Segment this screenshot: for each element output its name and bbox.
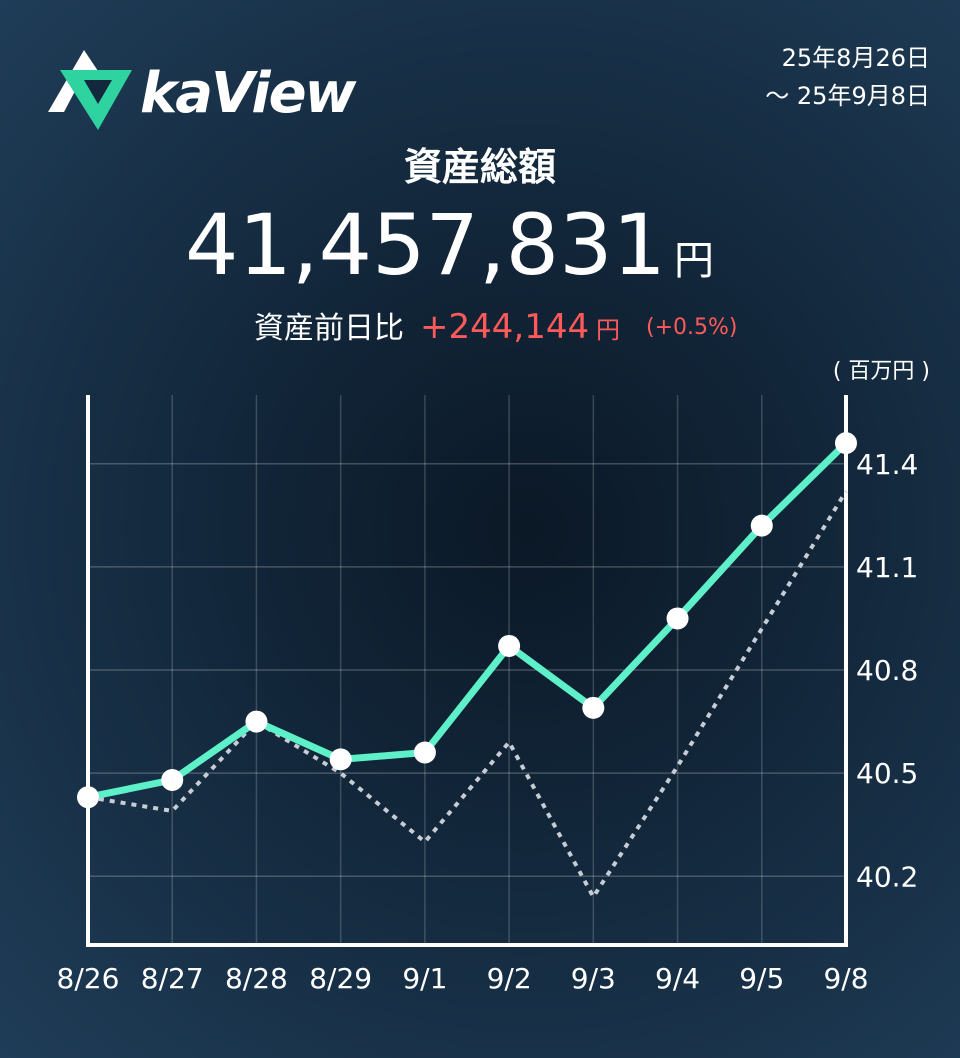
- data-point: [77, 786, 99, 809]
- data-point: [329, 748, 352, 771]
- change-value: +244,144: [420, 307, 589, 347]
- change-unit: 円: [596, 316, 620, 344]
- x-tick-label: 8/26: [57, 962, 120, 995]
- x-tick-label: 8/28: [225, 962, 288, 995]
- total-value: 41,457,831: [185, 196, 666, 294]
- x-tick-label: 9/2: [487, 962, 532, 995]
- summary-title: 資産総額: [404, 145, 556, 189]
- data-point: [835, 432, 857, 455]
- data-point: [498, 634, 521, 657]
- x-tick-label: 8/29: [309, 962, 372, 995]
- x-tick-label: 9/1: [402, 962, 447, 995]
- data-point: [582, 696, 605, 719]
- logo-mark: [48, 50, 132, 130]
- change-label: 資産前日比: [254, 311, 404, 346]
- x-tick-label: 9/8: [823, 962, 868, 995]
- data-point: [666, 607, 689, 630]
- series-line: [87, 490, 848, 899]
- data-point: [161, 769, 184, 791]
- data-point: [413, 741, 436, 764]
- y-tick-label: 41.4: [856, 448, 918, 481]
- unit-label: ( 百万円 ): [833, 359, 930, 384]
- plot: 8/26 8/27 8/28 8/29 9/1 9/2 9/3 9/4 9/5 9/8 40.2 40…: [57, 395, 918, 995]
- y-tick-label: 40.5: [856, 757, 918, 790]
- data-point: [750, 514, 773, 537]
- y-tick-label: 40.8: [856, 654, 918, 687]
- change-pct: (+0.5%): [646, 315, 738, 340]
- y-tick-label: 40.2: [856, 860, 918, 893]
- date-from: 25年8月26日: [782, 44, 930, 72]
- x-tick-label: 9/5: [739, 962, 784, 995]
- x-tick-label: 9/3: [571, 962, 616, 995]
- x-tick-label: 8/27: [141, 962, 204, 995]
- date-to: ～ 25年9月8日: [765, 82, 930, 110]
- total-unit: 円: [674, 238, 714, 284]
- logo-text: kaView: [140, 61, 357, 126]
- data-point: [245, 710, 268, 733]
- series-line: [87, 440, 849, 801]
- x-tick-label: 9/4: [655, 962, 700, 995]
- y-tick-label: 41.1: [856, 551, 918, 584]
